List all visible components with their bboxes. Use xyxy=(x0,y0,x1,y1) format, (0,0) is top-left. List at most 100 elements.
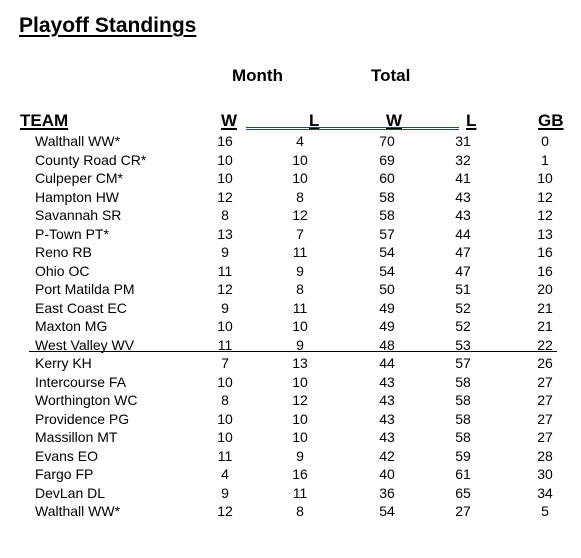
month-losses: 12 xyxy=(292,207,308,223)
month-wins: 10 xyxy=(217,429,233,445)
games-behind: 27 xyxy=(537,373,553,390)
month-losses: 9 xyxy=(296,262,304,279)
table-row: East Coast EC 9 11 49 52 21 xyxy=(0,299,581,318)
total-losses: 52 xyxy=(455,299,471,316)
team-name: Worthington WC xyxy=(35,392,138,408)
month-losses: 10 xyxy=(292,429,308,445)
team-name: Walthall WW* xyxy=(35,133,121,149)
team-name: East Coast EC xyxy=(35,299,127,316)
total-losses: 51 xyxy=(455,281,471,297)
total-wins: 58 xyxy=(379,207,395,223)
total-wins: 43 xyxy=(379,410,395,427)
team-name: Intercourse FA xyxy=(35,373,127,390)
games-behind: 30 xyxy=(537,466,553,482)
total-wins: 54 xyxy=(379,262,395,279)
total-losses: 32 xyxy=(455,151,471,168)
team-name: Evans EO xyxy=(35,447,99,464)
team-name: Reno RB xyxy=(35,244,92,260)
total-losses: 27 xyxy=(455,503,471,519)
total-losses: 31 xyxy=(455,133,471,149)
games-behind: 34 xyxy=(537,484,553,501)
team-name: Massillon MT xyxy=(35,429,118,445)
total-wins: 58 xyxy=(379,188,395,205)
playoff-cutoff-line xyxy=(29,351,557,352)
col-header-team: TEAM xyxy=(20,111,69,130)
month-losses: 10 xyxy=(292,318,308,334)
table-row: Port Matilda PM 12 8 50 51 20 xyxy=(0,280,581,299)
games-behind: 22 xyxy=(537,336,553,353)
month-losses: 11 xyxy=(292,484,308,501)
col-header-total-w: W xyxy=(386,111,403,130)
total-wins: 40 xyxy=(379,466,395,482)
month-losses: 11 xyxy=(292,299,308,316)
total-losses: 43 xyxy=(455,207,471,223)
table-row: Fargo FP 4 16 40 61 30 xyxy=(0,465,581,484)
games-behind: 27 xyxy=(537,410,553,427)
table-row: Evans EO 11 9 42 59 28 xyxy=(0,447,581,466)
col-header-total-l: L xyxy=(466,111,477,130)
month-wins: 11 xyxy=(217,262,233,279)
month-wins: 10 xyxy=(217,318,233,334)
month-wins: 12 xyxy=(217,281,233,297)
table-row: Culpeper CM* 10 10 60 41 10 xyxy=(0,169,581,188)
games-behind: 10 xyxy=(537,170,553,186)
total-wins: 57 xyxy=(379,225,395,242)
month-wins: 10 xyxy=(217,151,233,168)
total-wins: 54 xyxy=(379,503,395,519)
month-losses: 9 xyxy=(296,336,304,353)
month-losses: 7 xyxy=(296,225,304,242)
total-wins: 70 xyxy=(379,133,395,149)
total-losses: 58 xyxy=(455,429,471,445)
team-name: Walthall WW* xyxy=(35,503,121,519)
table-row: Kerry KH 7 13 44 57 26 xyxy=(0,354,581,373)
total-losses: 58 xyxy=(455,373,471,390)
table-row: Reno RB 9 11 54 47 16 xyxy=(0,243,581,262)
games-behind: 20 xyxy=(537,281,553,297)
month-losses: 10 xyxy=(292,170,308,186)
total-losses: 59 xyxy=(455,447,471,464)
total-losses: 47 xyxy=(455,244,471,260)
total-losses: 53 xyxy=(455,336,471,353)
games-behind: 28 xyxy=(537,447,553,464)
total-wins: 42 xyxy=(379,447,395,464)
total-wins: 43 xyxy=(379,373,395,390)
team-name: Port Matilda PM xyxy=(35,281,135,297)
games-behind: 21 xyxy=(537,299,553,316)
games-behind: 26 xyxy=(537,355,553,371)
month-wins: 9 xyxy=(221,484,229,501)
month-losses: 10 xyxy=(292,373,308,390)
team-name: Kerry KH xyxy=(35,355,92,371)
month-wins: 12 xyxy=(217,503,233,519)
team-name: Providence PG xyxy=(35,410,130,427)
total-losses: 58 xyxy=(455,410,471,427)
total-wins: 54 xyxy=(379,244,395,260)
total-losses: 58 xyxy=(455,392,471,408)
table-row: Hampton HW 12 8 58 43 12 xyxy=(0,188,581,207)
total-wins: 49 xyxy=(379,318,395,334)
month-wins: 16 xyxy=(217,133,233,149)
table-row: West Valley WV 11 9 48 53 22 xyxy=(0,336,581,355)
games-behind: 21 xyxy=(537,318,553,334)
month-wins: 12 xyxy=(217,188,233,205)
month-wins: 10 xyxy=(217,170,233,186)
games-behind: 12 xyxy=(537,207,553,223)
team-name: Culpeper CM* xyxy=(35,170,123,186)
group-header-total: Total xyxy=(371,66,411,85)
total-losses: 52 xyxy=(455,318,471,334)
group-header-month: Month xyxy=(232,66,283,85)
total-losses: 47 xyxy=(455,262,471,279)
total-wins: 43 xyxy=(379,429,395,445)
total-losses: 61 xyxy=(455,466,471,482)
total-wins: 49 xyxy=(379,299,395,316)
month-losses: 10 xyxy=(292,410,308,427)
month-wins: 8 xyxy=(221,392,229,408)
col-header-month-w: W xyxy=(221,111,238,130)
total-losses: 44 xyxy=(455,225,471,242)
team-name: County Road CR* xyxy=(35,151,147,168)
table-row: Maxton MG 10 10 49 52 21 xyxy=(0,317,581,336)
table-row: P-Town PT* 13 7 57 44 13 xyxy=(0,225,581,244)
games-behind: 5 xyxy=(541,503,549,519)
month-wins: 8 xyxy=(221,207,229,223)
team-name: Maxton MG xyxy=(35,318,108,334)
games-behind: 1 xyxy=(541,151,549,168)
